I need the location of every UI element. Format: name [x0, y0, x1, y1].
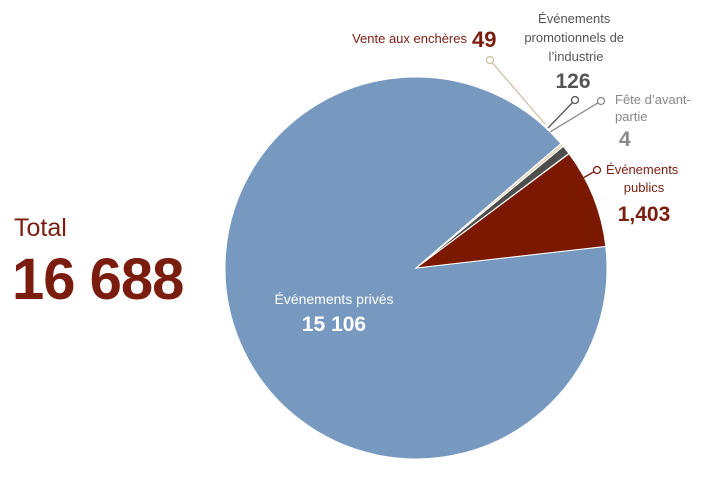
slice-auction [415, 142, 564, 269]
leader-promo-dot [570, 95, 580, 105]
leader-auction [489, 59, 546, 125]
slice-public [414, 152, 607, 269]
leader-lines [485, 55, 606, 183]
slice-label-auction: Vente aux enchères [352, 31, 467, 46]
slice-label-public-line2: publics [624, 180, 665, 195]
slice-value-private: 15 106 [302, 313, 366, 336]
leader-tailgate-dot [596, 96, 606, 106]
total-value: 16 688 [12, 247, 184, 312]
slice-value-auction: 49 [472, 27, 496, 52]
slice-label-promo: Événements promotionnels de l’industrie [524, 11, 627, 64]
slice-label-tailgate-line2: partie [615, 109, 648, 124]
leader-auction-dot [485, 55, 495, 65]
leader-promo [547, 99, 576, 129]
total-label: Total [14, 214, 67, 242]
leader-public-dot [592, 165, 602, 175]
slice-value-tailgate: 4 [619, 128, 631, 151]
slice-label-private: Événements privés [274, 291, 393, 307]
slice-label-tailgate-line1: Fête d’avant- [615, 92, 691, 107]
slice-value-promo: 126 [555, 70, 590, 93]
slice-label-public-line1: Événements [606, 162, 679, 177]
slice-value-public: 1,403 [618, 203, 671, 226]
slice-label-tailgate: Fête d’avant- partie [615, 92, 695, 124]
slice-label-promo-line1: Événements [538, 11, 611, 26]
slice-label-promo-line2: promotionnels de [524, 30, 624, 45]
leader-tailgate [549, 100, 602, 133]
slice-label-promo-line3: l’industrie [549, 49, 604, 64]
pie-slices [224, 76, 608, 460]
slice-label-public: Événements publics [606, 162, 682, 195]
